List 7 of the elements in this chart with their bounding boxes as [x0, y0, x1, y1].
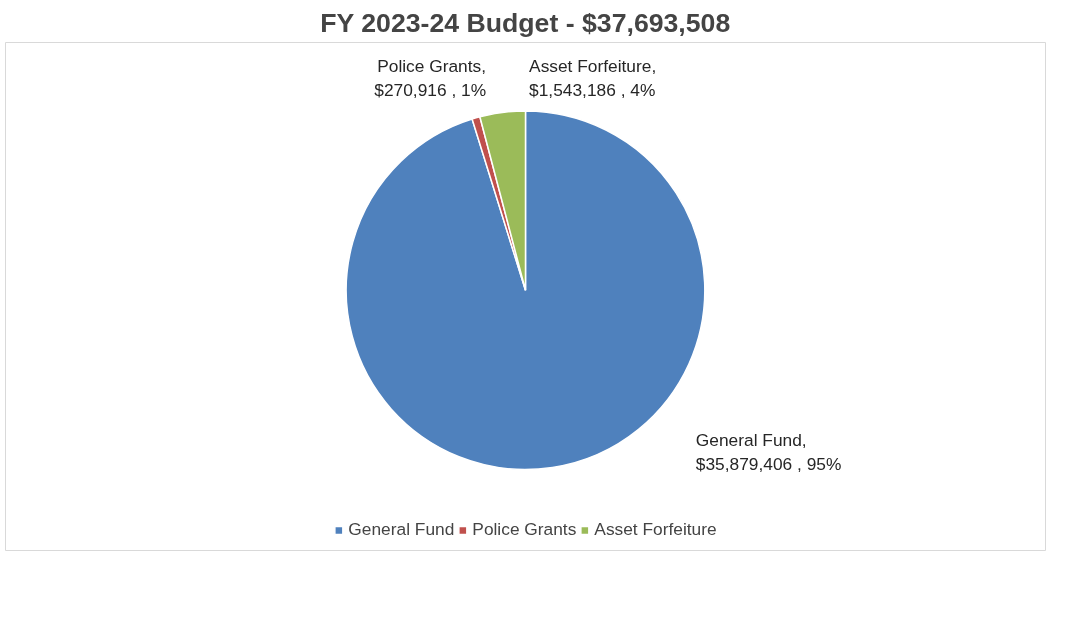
- legend-label: Asset Forfeiture: [594, 519, 717, 540]
- data-label: Police Grants, $270,916 , 1%: [374, 56, 487, 101]
- legend-label: General Fund: [348, 519, 455, 540]
- legend-label: Police Grants: [472, 519, 577, 540]
- data-label: Asset Forfeiture, $1,543,186 , 4%: [529, 56, 657, 101]
- data-label: General Fund, $35,879,406 , 95%: [695, 429, 842, 474]
- chart-title: FY 2023-24 Budget - $37,693,508: [320, 7, 731, 38]
